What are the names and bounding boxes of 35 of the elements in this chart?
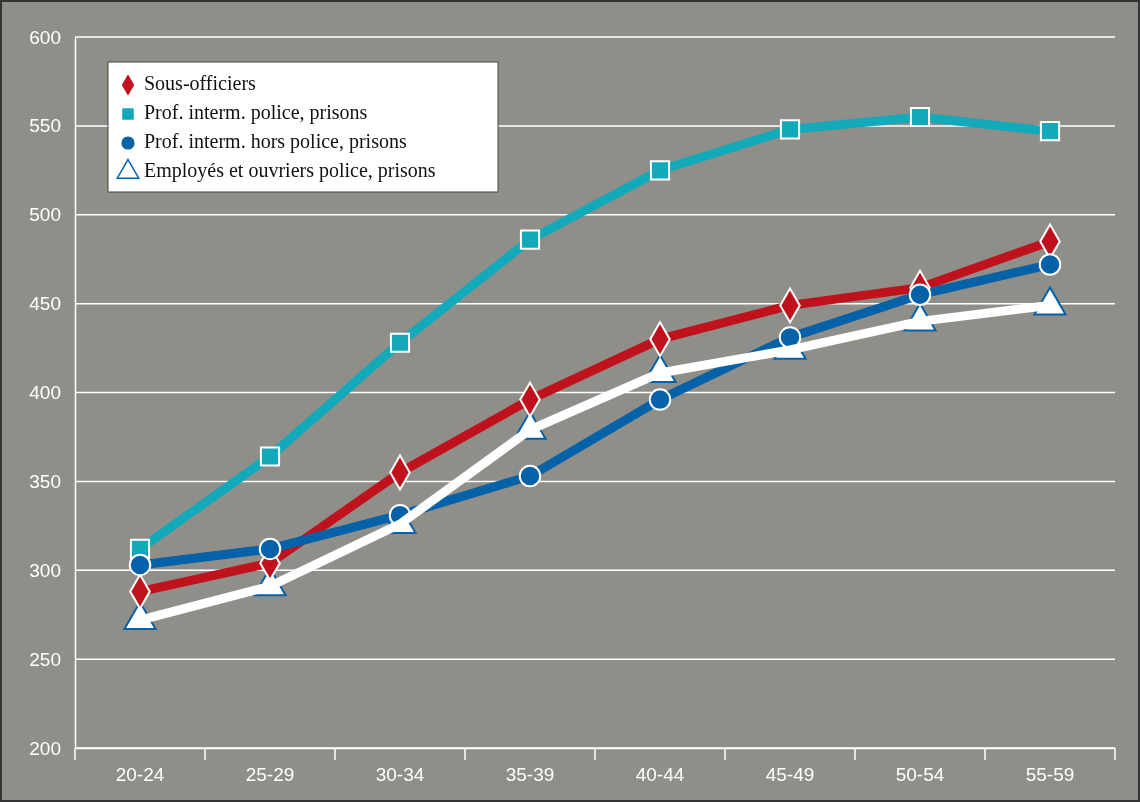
legend-label: Employés et ouvriers police, prisons (144, 159, 436, 182)
point (518, 464, 542, 488)
point (1039, 121, 1061, 142)
y-tick-label: 500 (29, 204, 61, 226)
legend-label: Prof. interm. police, prisons (144, 101, 368, 124)
point (778, 326, 802, 349)
legend-label: Sous-officiers (144, 72, 257, 94)
point (258, 537, 282, 561)
x-tick-label: 50-54 (895, 764, 945, 786)
y-tick-label: 600 (29, 26, 61, 48)
point (779, 119, 801, 140)
point (908, 283, 932, 306)
point (259, 446, 281, 467)
point (1038, 253, 1062, 276)
x-tick-label: 45-49 (765, 764, 815, 786)
point (909, 106, 931, 128)
x-tick-label: 55-59 (1025, 764, 1075, 786)
x-tick-label: 35-39 (505, 764, 555, 786)
y-tick-label: 350 (29, 470, 61, 492)
y-tick-label: 200 (29, 737, 61, 759)
point (648, 388, 672, 411)
x-tick-label: 40-44 (635, 764, 685, 786)
point (389, 332, 411, 353)
y-tick-label: 300 (29, 559, 61, 581)
y-tick-label: 550 (29, 115, 61, 137)
y-tick-label: 450 (29, 293, 61, 315)
point (128, 553, 152, 577)
y-tick-label: 250 (29, 648, 61, 670)
y-tick-label: 400 (29, 382, 61, 404)
point (519, 229, 541, 250)
x-tick-label: 25-29 (245, 764, 295, 786)
x-tick-label: 20-24 (115, 764, 165, 786)
legend-label: Prof. interm. hors police, prisons (144, 130, 407, 153)
x-tick-label: 30-34 (375, 764, 425, 786)
point (649, 160, 671, 181)
